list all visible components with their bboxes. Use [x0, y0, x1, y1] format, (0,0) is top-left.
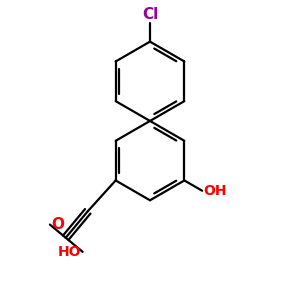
- Text: HO: HO: [58, 245, 81, 259]
- Text: O: O: [51, 217, 64, 232]
- Text: OH: OH: [204, 184, 227, 198]
- Text: Cl: Cl: [142, 7, 158, 22]
